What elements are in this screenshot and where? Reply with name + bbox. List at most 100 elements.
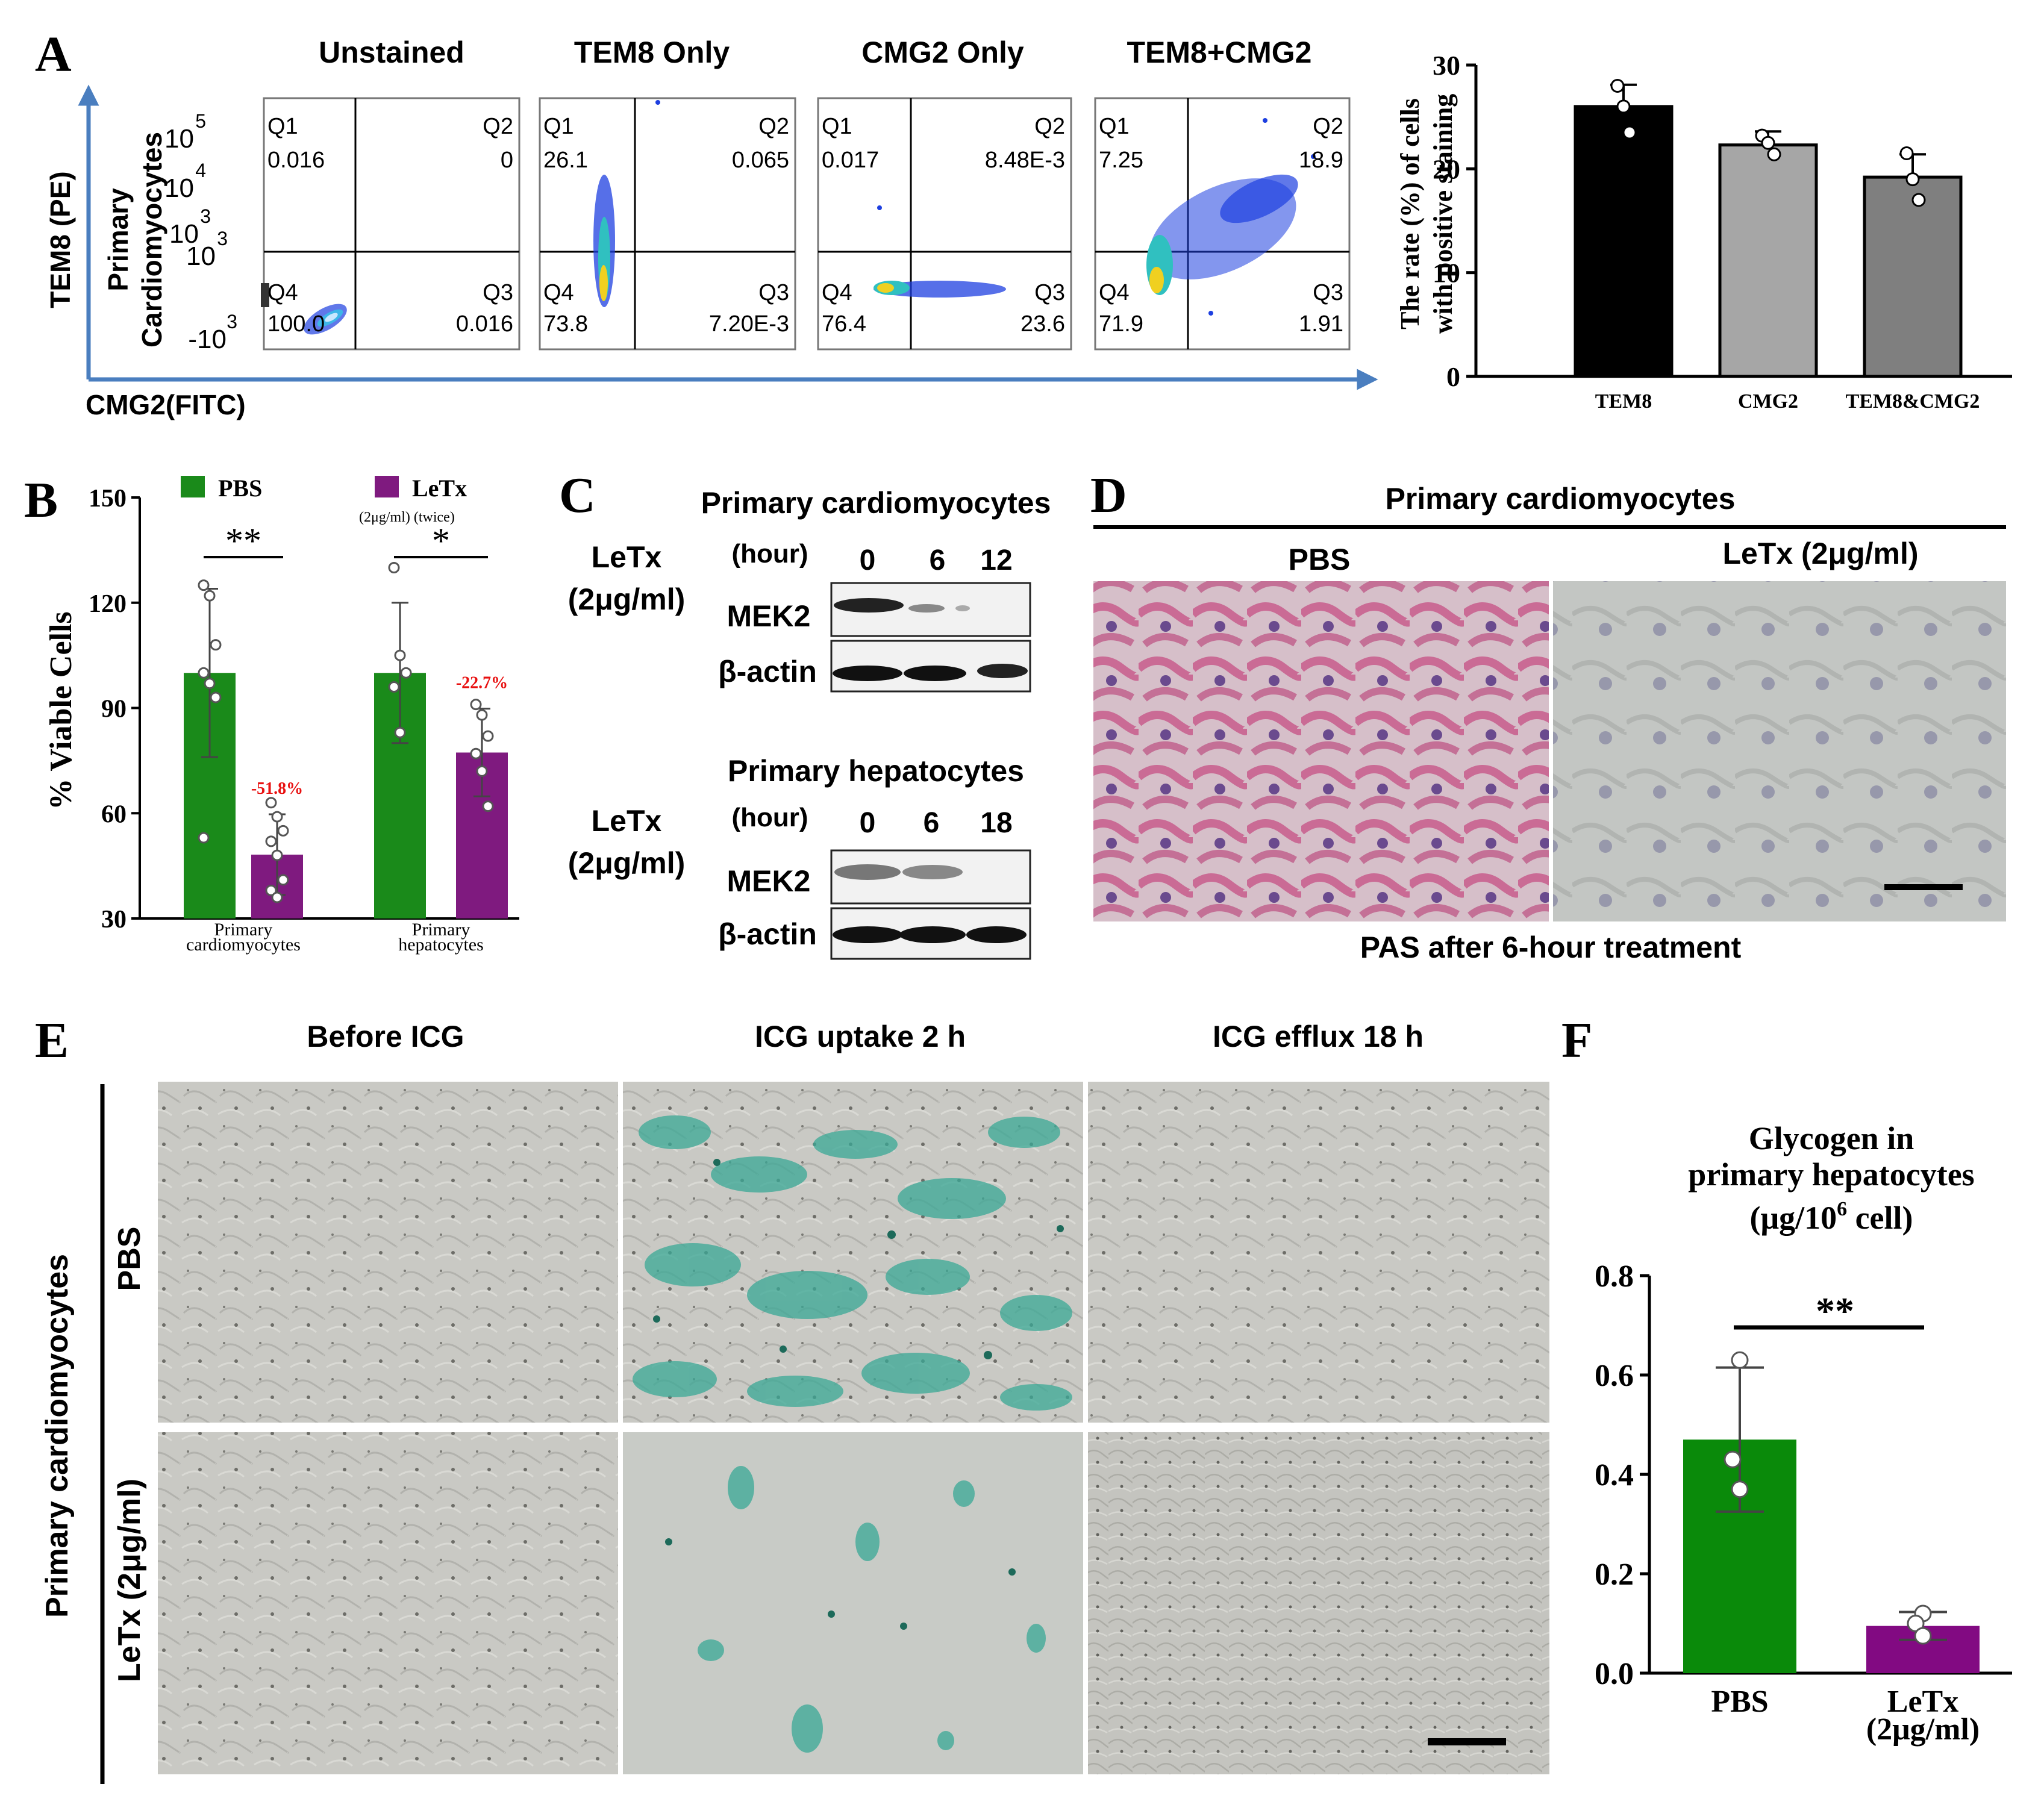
panel-letter-d: D <box>1090 467 1127 523</box>
quadrant-label: Q4 <box>822 280 852 305</box>
icg-image-pbs-uptake <box>623 1082 1083 1423</box>
data-point <box>476 709 488 721</box>
quadrant-value: 76.4 <box>822 311 866 337</box>
data-point <box>1761 136 1775 150</box>
blot-actin-hepato <box>830 907 1031 960</box>
y-tick-label: 0.0 <box>1595 1657 1634 1691</box>
x-tick-label: CMG2 <box>1738 390 1798 413</box>
icg-image-letx-efflux <box>1088 1432 1549 1774</box>
quadrant-value: 0.016 <box>456 311 513 337</box>
chart-f-title-3-main: (μg/10 <box>1749 1200 1837 1236</box>
quadrant-label: Q4 <box>1099 280 1130 305</box>
significance-label: * <box>432 521 450 561</box>
y-tick-label: 150 <box>89 485 127 513</box>
blot-mek2-hepato <box>830 849 1031 905</box>
icg-row-pbs: PBS <box>112 1227 147 1291</box>
chart-a-bar: The rate (%) of cells with positive stai… <box>1395 50 2012 413</box>
data-point <box>271 891 283 903</box>
icg-col-before: Before ICG <box>307 1020 464 1053</box>
data-point <box>1724 1450 1742 1468</box>
data-point <box>265 835 277 847</box>
quadrant-label: Q1 <box>822 114 852 139</box>
chart-f-bar: Glycogen in primary hepatocytes (μg/106 … <box>1595 1120 2012 1747</box>
quadrant-value: 100.0 <box>267 311 325 337</box>
data-point <box>198 579 210 591</box>
scale-bar <box>1884 884 1963 890</box>
time-label: 6 <box>924 807 940 839</box>
quadrant-label: Q3 <box>758 280 789 305</box>
data-point <box>265 884 277 896</box>
quadrant-value: 18.9 <box>1299 148 1343 173</box>
western-hour-label: (hour) <box>731 803 808 832</box>
y-tick-label: 0 <box>1446 361 1460 392</box>
x-tick-label: TEM8 <box>1595 390 1652 413</box>
band-label-mek2: MEK2 <box>727 864 811 898</box>
data-point <box>400 667 412 679</box>
pas-image-pbs <box>1093 581 1549 921</box>
data-point <box>394 726 406 738</box>
y-tick-exp: 3 <box>200 205 211 227</box>
y-tick-exp: 5 <box>195 110 206 132</box>
y-tick-label: 90 <box>101 696 127 723</box>
data-point <box>1610 78 1625 93</box>
panel-b: B % Viable Cells PBS LeTx (2μg/ml) (twic… <box>24 472 519 955</box>
flow-plot-cmg2-only: CMG2 Only Q1 0.017 Q2 8.48E-3 Q4 76.4 Q3… <box>817 36 1072 351</box>
quadrant-label: Q3 <box>483 280 513 305</box>
scale-bar <box>1428 1738 1506 1745</box>
data-point <box>204 590 216 602</box>
data-point <box>1767 147 1781 161</box>
significance-label: ** <box>225 521 261 561</box>
y-tick-label: 0.8 <box>1595 1259 1634 1294</box>
y-tick-label: 0.6 <box>1595 1359 1634 1393</box>
data-point <box>1622 125 1637 140</box>
pas-title: Primary cardiomyocytes <box>1386 482 1736 516</box>
panel-letter-f: F <box>1561 1012 1592 1068</box>
chart-a-ylabel-2: with positive staining <box>1428 94 1458 334</box>
group-label: cardiomyocytes <box>186 935 301 955</box>
quadrant-value: 0 <box>501 148 513 173</box>
data-point <box>470 747 482 759</box>
y-tick-base: 10 <box>164 124 194 154</box>
data-point <box>1905 172 1920 187</box>
y-tick-label: 120 <box>89 590 127 618</box>
flow-scatter <box>874 205 1006 298</box>
y-tick-base: 10 <box>169 219 199 249</box>
quadrant-label: Q2 <box>758 114 789 139</box>
data-point <box>265 797 277 809</box>
x-tick-label: TEM8&CMG2 <box>1846 390 1980 413</box>
icg-image-letx-before <box>158 1432 618 1774</box>
time-label: 18 <box>980 807 1012 839</box>
flow-plot-frame <box>263 97 520 351</box>
panel-letter-b: B <box>24 472 58 528</box>
legend-swatch-letx <box>375 476 399 497</box>
band-label-mek2: MEK2 <box>727 599 811 633</box>
chart-b-bar: % Viable Cells PBS LeTx (2μg/ml) (twice)… <box>44 475 519 955</box>
quadrant-value: 0.065 <box>732 148 789 173</box>
quadrant-value: 71.9 <box>1099 311 1143 337</box>
flow-plot-frame <box>817 97 1072 351</box>
panel-c: C Primary cardiomyocytes LeTx (2μg/ml) (… <box>559 467 1051 960</box>
y-tick-exp: 3 <box>227 311 237 332</box>
bar <box>1718 143 1818 378</box>
flow-scatter <box>593 100 660 307</box>
quadrant-label: Q2 <box>483 114 513 139</box>
group-label: Primary <box>412 920 470 940</box>
quadrant-value: 23.6 <box>1020 311 1065 337</box>
panel-d: D Primary cardiomyocytes PBS LeTx (2μg/m… <box>1090 467 2006 964</box>
x-tick-label: LeTx <box>1887 1685 1958 1719</box>
flow-plot-title: TEM8 Only <box>574 36 730 69</box>
quadrant-value: 0.016 <box>267 148 325 173</box>
icg-image-letx-uptake <box>623 1432 1083 1774</box>
data-point <box>1911 193 1926 207</box>
y-tick-exp: 3 <box>217 228 228 249</box>
data-point <box>470 699 482 711</box>
legend-label-letx: LeTx <box>412 475 467 502</box>
western-letx-label: LeTx <box>592 540 662 574</box>
icg-row-letx: LeTx (2μg/ml) <box>112 1479 147 1682</box>
blot-actin-cardio <box>830 640 1031 693</box>
group-label: Primary <box>214 920 273 940</box>
legend-label-pbs: PBS <box>218 475 262 502</box>
band-label-actin: β-actin <box>718 917 817 951</box>
quadrant-value: 0.017 <box>822 148 879 173</box>
data-point <box>271 811 283 823</box>
